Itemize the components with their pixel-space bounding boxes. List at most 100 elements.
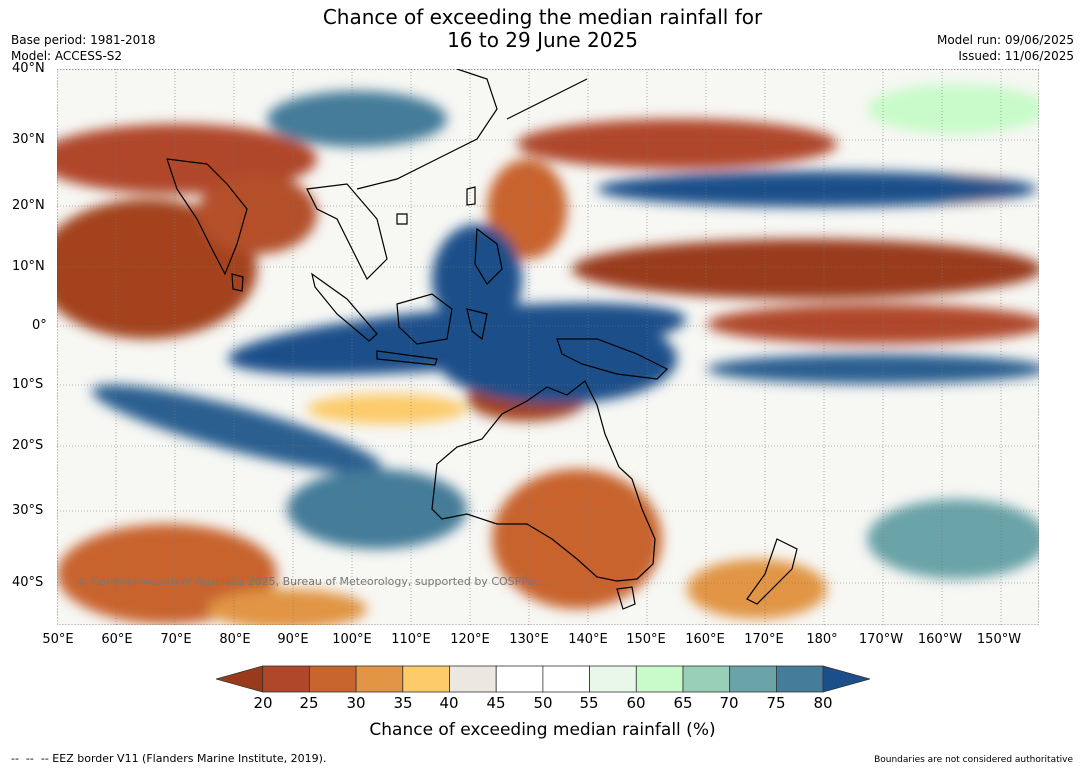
- eez-border-note: -- -- -- EEZ border V11 (Flanders Marine…: [11, 752, 327, 765]
- moderate-dry-region-indian-ocean: [307, 394, 467, 424]
- rainfall-probability-map: © Commonwealth of Australia 2025, Bureau…: [57, 69, 1039, 625]
- new-zealand-coastline: [746, 538, 798, 605]
- dry-region-bay-of-bengal: [197, 174, 317, 254]
- lon-label-60e: 60°E: [101, 632, 133, 647]
- lon-label-150w: 150°W: [976, 632, 1022, 647]
- rainfall-fields: [57, 84, 1039, 625]
- taiwan-coastline: [466, 186, 476, 206]
- lon-label-80e: 80°E: [219, 632, 251, 647]
- colorbar: [216, 665, 870, 693]
- map-title-line1: Chance of exceeding the median rainfall …: [322, 5, 763, 29]
- lat-label-40s: 40°S: [12, 575, 44, 590]
- lon-label-140e: 140°E: [568, 632, 608, 647]
- colorbar-segment: [495, 665, 544, 693]
- lat-label-30s: 30°S: [12, 503, 44, 518]
- coastlines: [166, 69, 798, 610]
- colorbar-tick: 50: [533, 694, 553, 712]
- lon-label-170w: 170°W: [858, 632, 904, 647]
- colorbar-arrow-high: [822, 665, 870, 693]
- lon-label-170e: 170°E: [744, 632, 784, 647]
- dry-region-tasman-sea: [687, 559, 827, 619]
- colorbar-tick: 45: [486, 694, 506, 712]
- korea-japan-coastline: [506, 78, 588, 120]
- tasmania-coastline: [616, 586, 636, 610]
- lat-label-0: 0°: [32, 318, 47, 333]
- colorbar-tick: 30: [346, 694, 366, 712]
- lat-label-20s: 20°S: [12, 438, 44, 453]
- light-wet-region-north-pacific: [867, 84, 1039, 134]
- colorbar-arrow-low: [216, 665, 264, 693]
- lon-label-70e: 70°E: [160, 632, 192, 647]
- lon-label-160e: 160°E: [685, 632, 725, 647]
- sulawesi-coastline: [466, 308, 488, 341]
- model-text: Model: ACCESS-S2: [11, 49, 123, 63]
- lat-label-20n: 20°N: [12, 198, 45, 213]
- philippines-coastline: [474, 227, 503, 285]
- base-period-text: Base period: 1981-2018: [11, 33, 156, 47]
- dry-region-equatorial-pacific: [707, 304, 1039, 344]
- colorbar-tick: 55: [579, 694, 599, 712]
- lon-label-120e: 120°E: [450, 632, 490, 647]
- lon-label-110e: 110°E: [391, 632, 431, 647]
- colorbar-segment: [355, 665, 404, 693]
- colorbar-segment: [402, 665, 450, 693]
- colorbar-tick: 65: [673, 694, 693, 712]
- colorbar-segment: [309, 665, 357, 693]
- dry-region-east-china-sea: [487, 159, 567, 259]
- lon-label-150e: 150°E: [626, 632, 666, 647]
- model-run-text: Model run: 09/06/2025: [936, 33, 1074, 47]
- colorbar-tick: 60: [626, 694, 646, 712]
- wet-region-china: [267, 91, 447, 147]
- lat-label-10n: 10°N: [12, 259, 45, 274]
- colorbar-tick: 25: [299, 694, 319, 712]
- copyright-notice: © Commonwealth of Australia 2025, Bureau…: [77, 575, 540, 588]
- dry-region-tropical-pacific-band: [572, 239, 1039, 299]
- colorbar-segment: [542, 665, 590, 693]
- new-guinea-coastline: [556, 338, 669, 380]
- meta-left: Base period: 1981-2018 Model: ACCESS-S2: [11, 32, 156, 64]
- lon-label-90e: 90°E: [277, 632, 309, 647]
- colorbar-segment: [729, 665, 777, 693]
- wet-region-south-indian-ocean: [287, 469, 467, 549]
- java-coastline: [376, 350, 438, 366]
- wet-region-pacific-equator: [707, 354, 1039, 384]
- indochina-coastline: [306, 183, 388, 281]
- lon-label-130e: 130°E: [509, 632, 549, 647]
- australia-coastline: [431, 380, 656, 582]
- colorbar-segment: [589, 665, 637, 693]
- lon-label-160w: 160°W: [917, 632, 963, 647]
- colorbar-tick: 35: [393, 694, 413, 712]
- lon-label-100e: 100°E: [332, 632, 372, 647]
- lon-label-50e: 50°E: [42, 632, 74, 647]
- wet-region-maritime-continent: [437, 314, 677, 404]
- map-title-line2: 16 to 29 June 2025: [447, 28, 638, 52]
- colorbar-segment: [776, 665, 824, 693]
- dry-region-australia-interior: [492, 469, 662, 609]
- wet-region-philippines: [432, 224, 522, 334]
- wet-region-north-pacific: [597, 171, 1037, 207]
- lat-label-30n: 30°N: [12, 132, 45, 147]
- colorbar-tick: 80: [813, 694, 833, 712]
- issued-text: Issued: 11/06/2025: [958, 49, 1074, 63]
- colorbar-tick: 20: [253, 694, 273, 712]
- hainan-coastline: [396, 213, 408, 225]
- lon-label-180: 180°: [806, 632, 838, 647]
- wet-region-southwest-pacific: [867, 499, 1039, 579]
- china-coastline: [356, 69, 498, 190]
- dry-region-south-west: [207, 589, 367, 625]
- lat-label-10s: 10°S: [12, 377, 44, 392]
- sumatra-coastline: [311, 272, 378, 342]
- sri-lanka-coastline: [231, 273, 244, 292]
- colorbar-tick: 75: [766, 694, 786, 712]
- meta-right: Model run: 09/06/2025 Issued: 11/06/2025: [937, 32, 1074, 64]
- borneo-coastline: [396, 293, 453, 345]
- india-coastline: [166, 158, 248, 276]
- lat-label-40n: 40°N: [12, 61, 45, 76]
- colorbar-tick: 70: [719, 694, 739, 712]
- colorbar-segment: [682, 665, 731, 693]
- colorbar-segment: [449, 665, 497, 693]
- colorbar-segment: [262, 665, 310, 693]
- dry-region-north-pacific-band: [517, 119, 837, 169]
- colorbar-tick: 40: [439, 694, 459, 712]
- colorbar-label: Chance of exceeding median rainfall (%): [369, 720, 716, 740]
